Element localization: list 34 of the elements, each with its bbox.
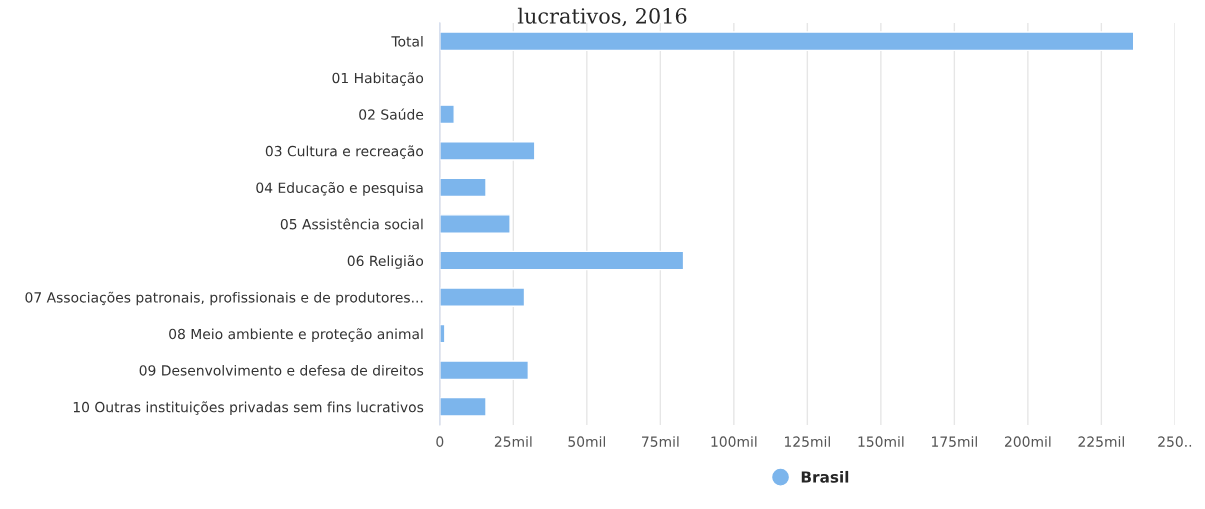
chart-title: lucrativos, 2016 — [517, 7, 687, 27]
y-tick-label: 06 Religião — [347, 255, 424, 269]
legend-label: Brasil — [801, 470, 849, 483]
y-tick-label: 02 Saúde — [359, 108, 424, 120]
x-tick-label: 25mil — [494, 436, 532, 447]
y-tick-label: 03 Cultura e recreação — [265, 145, 424, 159]
bar — [439, 250, 685, 271]
x-tick-label: 250.. — [1158, 436, 1192, 447]
x-tick-label: 175mil — [932, 436, 977, 447]
x-tick-label: 125mil — [785, 436, 830, 447]
x-tick-label: 50mil — [568, 436, 605, 447]
bar — [439, 287, 526, 307]
bar — [439, 141, 536, 161]
x-tick-label: 200mil — [1005, 436, 1051, 447]
y-tick-label: 10 Outras instituições privadas sem fins lucrativos — [73, 401, 424, 416]
x-tick-label: 75mil — [642, 436, 679, 447]
y-tick-label: 05 Assistência social — [280, 218, 423, 230]
x-tick-label: 100mil — [711, 436, 757, 447]
y-tick-label: 04 Educação e pesquisa — [256, 182, 423, 196]
y-tick-label: 08 Meio ambiente e proteção animal — [169, 328, 423, 342]
x-tick-label: 225mil — [1078, 436, 1124, 447]
y-tick-label: 01 Habitação — [332, 72, 424, 86]
bar — [439, 360, 530, 381]
x-tick-label: 150mil — [858, 436, 904, 447]
x-tick-label: 0 — [436, 436, 444, 447]
bar — [439, 323, 446, 344]
bar — [439, 31, 1135, 52]
bar — [439, 214, 511, 234]
bar — [439, 396, 487, 417]
y-tick-label: Total — [391, 35, 423, 47]
y-tick-label: 09 Desenvolvimento e defesa de direitos — [139, 364, 424, 376]
bar — [439, 177, 487, 198]
y-tick-label: 07 Associações patronais, profissionais e de produtores... — [25, 291, 423, 306]
bar — [439, 104, 455, 125]
